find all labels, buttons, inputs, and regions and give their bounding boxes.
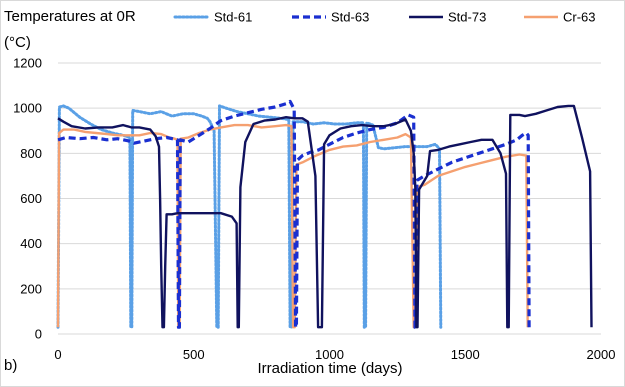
x-tick-label: 500 [183,347,205,362]
y-tick-labels: 0 200 400 600 800 1000 1200 [13,56,42,342]
series-line-std-73 [57,104,593,329]
x-tick-label: 0 [54,347,61,362]
y-tick-label: 400 [20,236,42,251]
legend-label-std-63: Std-63 [331,10,369,25]
legend-label-cr-63: Cr-63 [563,10,596,25]
x-axis-title: Irradiation time (days) [257,360,402,377]
y-tick-label: 200 [20,281,42,296]
panel-label: b) [4,357,17,374]
x-tick-label: 1000 [315,347,344,362]
legend-label-std-61: Std-61 [214,10,252,25]
y-tick-label: 1000 [13,101,42,116]
y-axis-title-line1: Temperatures at 0R [4,8,136,25]
legend: Std-61 Std-63 Std-73 Cr-63 [173,10,596,25]
series-line-cr-63 [56,123,529,329]
y-tick-label: 600 [20,191,42,206]
y-axis-title-line2: (°C) [4,34,31,51]
y-tick-label: 1200 [13,56,42,71]
y-tick-label: 800 [20,146,42,161]
x-tick-label: 1500 [451,347,480,362]
series-lines [56,99,593,329]
y-tick-label: 0 [35,327,42,342]
x-tick-labels: 0 500 1000 1500 2000 [54,347,615,362]
legend-label-std-73: Std-73 [448,10,486,25]
x-tick-label: 2000 [587,347,616,362]
